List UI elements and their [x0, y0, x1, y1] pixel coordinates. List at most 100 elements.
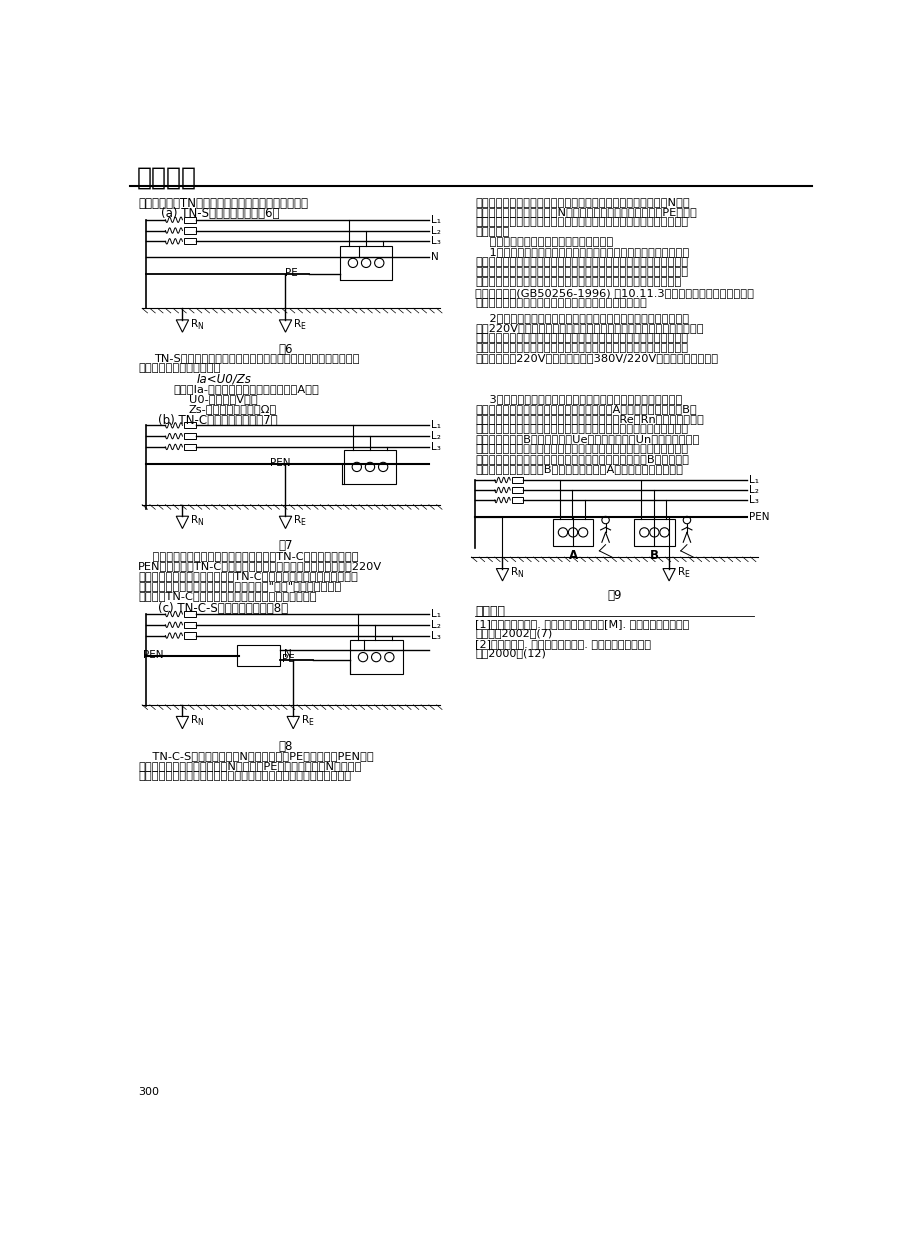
Text: (c) TN-C-S接地系统，如下图8：: (c) TN-C-S接地系统，如下图8： — [157, 602, 288, 616]
Bar — [349, 640, 403, 674]
Bar — [184, 433, 196, 439]
Text: L₁: L₁ — [431, 609, 441, 619]
Circle shape — [378, 463, 388, 472]
Text: 去等电压连接和接地，在三相不平衡时还因"断零"而烧坏设备。所: 去等电压连接和接地，在三相不平衡时还因"断零"而烧坏设备。所 — [138, 581, 341, 591]
Text: 图9: 图9 — [607, 589, 621, 602]
Circle shape — [361, 258, 370, 268]
Text: [2]王福臻主编. 起重机械技术检验. 北京：学苑出版社出: [2]王福臻主编. 起重机械技术检验. 北京：学苑出版社出 — [475, 639, 651, 649]
Text: 在实接地保护的检验中应注意如下几点：: 在实接地保护的检验中应注意如下几点： — [475, 237, 613, 247]
Text: 能，而且该设备及其他所有接零设备都可能有危险电压。所以，当存在: 能，而且该设备及其他所有接零设备都可能有危险电压。所以，当存在 — [475, 444, 687, 454]
Bar — [344, 450, 396, 484]
Text: E: E — [308, 719, 312, 727]
Text: N: N — [516, 570, 522, 580]
Text: 电压，此时的220V照明电源须取自380V/220V隔离变压器次级端。: 电压，此时的220V照明电源须取自380V/220V隔离变压器次级端。 — [475, 352, 718, 362]
Text: 过电气保护装置的。因为三相用电的不平衡，如果总开关后线路不平衡: 过电气保护装置的。因为三相用电的不平衡，如果总开关后线路不平衡 — [138, 771, 351, 781]
Polygon shape — [663, 568, 675, 581]
Text: 以，采用TN-C系统时，重复接地的重要性就不言而已。: 以，采用TN-C系统时，重复接地的重要性就不言而已。 — [138, 591, 316, 601]
Polygon shape — [279, 320, 291, 333]
Text: U0-相电压（V）；: U0-相电压（V）； — [188, 393, 257, 403]
Text: R: R — [301, 715, 309, 725]
Text: PEN线中断，在TN-C系统的单相回路内，电气设备外壳可带高达220V: PEN线中断，在TN-C系统的单相回路内，电气设备外壳可带高达220V — [138, 561, 382, 571]
Polygon shape — [176, 320, 188, 333]
Circle shape — [649, 527, 658, 537]
Text: 图6: 图6 — [278, 343, 292, 356]
Circle shape — [358, 653, 368, 661]
Text: 流不会太大，线路的电气保护装置未必能及时断开，故障可能长时间存: 流不会太大，线路的电气保护装置未必能及时断开，故障可能长时间存 — [475, 424, 687, 434]
Circle shape — [568, 527, 577, 537]
Text: 设漏电保护装置或设备B的外壳改为与设备A相同的接零保护即可。: 设漏电保护装置或设备B的外壳改为与设备A相同的接零保护即可。 — [475, 464, 683, 474]
Text: R: R — [191, 715, 198, 725]
Text: 地点，还有的就是把路轨的支承钢结构或爬梯的金属体作为接地点，这: 地点，还有的就是把路轨的支承钢结构或爬梯的金属体作为接地点，这 — [475, 268, 687, 278]
Text: (a) TN-S接地系统，如下图6：: (a) TN-S接地系统，如下图6： — [162, 207, 279, 221]
Circle shape — [352, 463, 361, 472]
Text: L₃: L₃ — [431, 236, 440, 246]
Bar — [184, 611, 196, 617]
Circle shape — [384, 653, 393, 661]
Circle shape — [558, 527, 567, 537]
Text: 3、检查同一供电系统中是否在直接接地保护与接零保护并存的: 3、检查同一供电系统中是否在直接接地保护与接零保护并存的 — [475, 393, 682, 403]
Bar — [184, 217, 196, 223]
Bar — [184, 622, 196, 628]
Text: A: A — [568, 550, 577, 562]
Text: Ia<U0/Zs: Ia<U0/Zs — [196, 374, 251, 386]
Text: 经过总开关时，分成工作零线N和保护线PE，其中工作零线N是需要经: 经过总开关时，分成工作零线N和保护线PE，其中工作零线N是需要经 — [138, 761, 361, 771]
Circle shape — [578, 527, 587, 537]
Text: L₃: L₃ — [431, 442, 440, 452]
Circle shape — [374, 258, 383, 268]
Text: 300: 300 — [138, 1087, 159, 1097]
Text: 不能过大。: 不能过大。 — [475, 227, 509, 237]
Text: L₃: L₃ — [431, 630, 440, 640]
Text: 科技专论: 科技专论 — [137, 166, 197, 190]
Bar — [184, 227, 196, 233]
Text: 零线接上起重机，接零保护的保护线也只能与大车轨道相连接，一旦大: 零线接上起重机，接零保护的保护线也只能与大车轨道相连接，一旦大 — [475, 333, 687, 343]
Bar — [184, 633, 196, 639]
Text: R: R — [294, 319, 301, 329]
Text: PE: PE — [282, 654, 295, 664]
Text: R: R — [294, 515, 301, 525]
Text: 地点，并且在轨道的连接处缺电线的跨连接；有的两条轨道只有一个接: 地点，并且在轨道的连接处缺电线的跨连接；有的两条轨道只有一个接 — [475, 257, 687, 268]
Circle shape — [601, 516, 608, 524]
Polygon shape — [495, 568, 508, 581]
Text: 图7: 图7 — [278, 540, 292, 552]
Bar — [511, 496, 522, 503]
Text: L₂: L₂ — [748, 485, 758, 495]
Text: TN-S接地系统中，过电流保护装置的动作特性与故障回路的阻抗: TN-S接地系统中，过电流保护装置的动作特性与故障回路的阻抗 — [153, 352, 358, 362]
Text: (b) TN-C接地系统，如下图7：: (b) TN-C接地系统，如下图7： — [157, 413, 277, 427]
Text: R: R — [191, 319, 198, 329]
Text: 一般非独立变压器供电的厂矿企业不采用TN-C系统，因为，如果: 一般非独立变压器供电的厂矿企业不采用TN-C系统，因为，如果 — [138, 551, 358, 561]
Polygon shape — [287, 716, 299, 728]
Text: 当满足如下关系时安全的：: 当满足如下关系时安全的： — [138, 362, 221, 374]
Polygon shape — [176, 716, 188, 728]
Bar — [511, 486, 522, 493]
Text: 的对地电压，威胁人身安全；在TN-C系统的三相回路内，会使设备失: 的对地电压，威胁人身安全；在TN-C系统的三相回路内，会使设备失 — [138, 571, 357, 581]
Text: 社出版，2002，(7): 社出版，2002，(7) — [475, 628, 552, 638]
Polygon shape — [176, 516, 188, 529]
Text: 电流较大时，电气设备的接零保护受到零线电位的影响，特别是N线在: 电流较大时，电气设备的接零保护受到零线电位的影响，特别是N线在 — [475, 196, 689, 207]
Text: TN-C-S系统中工作零线N与专用保护线PE是相联通，PEN线在: TN-C-S系统中工作零线N与专用保护线PE是相联通，PEN线在 — [138, 751, 374, 761]
Text: L₁: L₁ — [431, 215, 441, 225]
Text: 图8: 图8 — [278, 740, 292, 752]
Text: PEN: PEN — [142, 650, 164, 660]
Text: PEN: PEN — [748, 513, 768, 522]
Text: 情况，如下图示，这是不安全的，因为：设备A采用接地保护，设备B外: 情况，如下图示，这是不安全的，因为：设备A采用接地保护，设备B外 — [475, 403, 697, 413]
Text: 在，从而使设备B外壳对地电压Ue和零线对地电压Un是危险电压的可: 在，从而使设备B外壳对地电压Ue和零线对地电压Un是危险电压的可 — [475, 434, 699, 444]
Text: N: N — [197, 517, 203, 527]
Text: PEN: PEN — [269, 458, 290, 468]
Text: N: N — [431, 252, 438, 262]
Text: R: R — [191, 515, 198, 525]
Circle shape — [348, 258, 357, 268]
Bar — [184, 422, 196, 428]
Text: L₂: L₂ — [431, 619, 440, 629]
Text: 及验收规范》(GB50256-1996) 第10.11.3条规定，起重机的每条轨道，: 及验收规范》(GB50256-1996) 第10.11.3条规定，起重机的每条轨… — [475, 288, 754, 298]
Text: 直接接地保护与接零保护并存的情况时，可以采取在设备B的线路上装: 直接接地保护与接零保护并存的情况时，可以采取在设备B的线路上装 — [475, 454, 688, 464]
Bar — [237, 645, 279, 666]
Text: 有重复接地。TN系统接零保护一般有如下几种型式：: 有重复接地。TN系统接零保护一般有如下几种型式： — [138, 196, 308, 210]
Circle shape — [371, 653, 380, 661]
Text: N: N — [197, 719, 203, 727]
Bar — [184, 444, 196, 450]
Text: L₁: L₁ — [748, 475, 758, 485]
Text: B: B — [649, 550, 658, 562]
Text: E: E — [683, 570, 687, 580]
Bar — [633, 519, 674, 546]
Circle shape — [659, 527, 668, 537]
